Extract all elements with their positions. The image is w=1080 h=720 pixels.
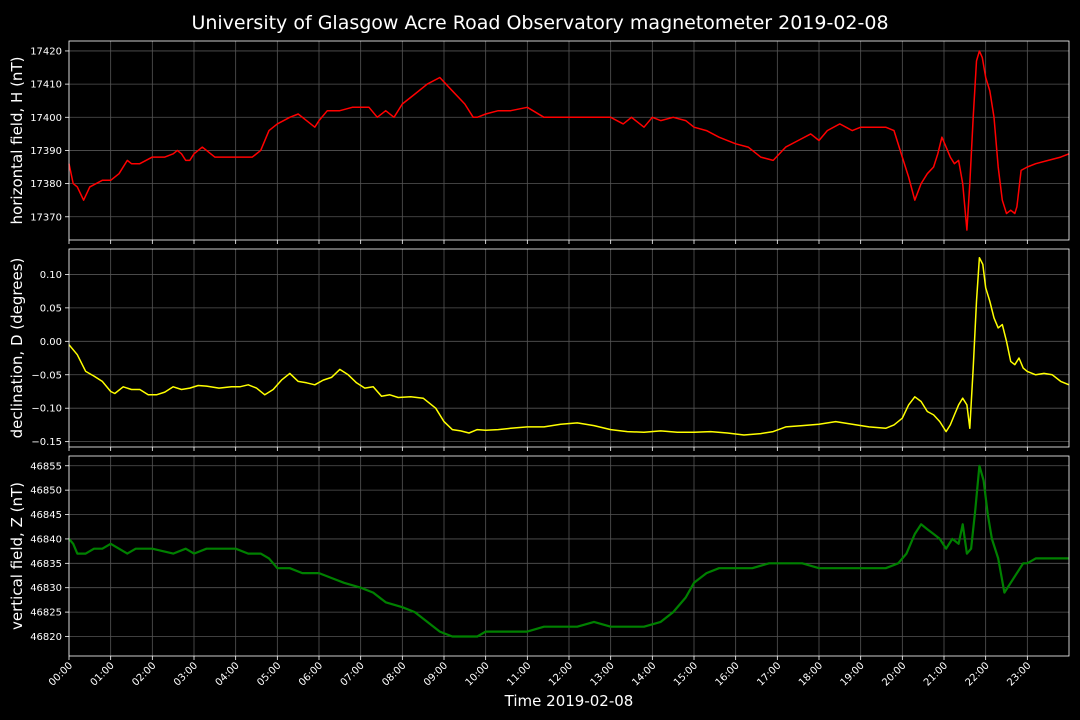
axes-frame <box>68 455 1070 657</box>
y-tick-label: 0.00 <box>40 337 62 348</box>
x-axis-label: Time 2019-02-08 <box>504 692 634 710</box>
y-tick-label: 0.05 <box>40 303 62 314</box>
y-axis-label-d: declination, D (degrees) <box>8 258 26 439</box>
panel-d: 0.10 0.05 0.00 −0.05 −0.10 −0.15 declination, … <box>8 248 1070 451</box>
y-axis-label-h: horizontal field, H (nT) <box>8 57 26 225</box>
y-tick-label: 46820 <box>30 632 62 643</box>
y-tick-label: −0.05 <box>31 370 62 381</box>
y-tick-label: 46855 <box>30 461 62 472</box>
y-tick-label: 46825 <box>30 608 62 619</box>
y-tick-label: 46840 <box>30 534 62 545</box>
y-tick-label: 17420 <box>30 46 62 57</box>
y-tick-label: −0.10 <box>31 404 62 415</box>
y-tick-label: 17390 <box>30 146 62 157</box>
y-axis-label-z: vertical field, Z (nT) <box>8 482 26 630</box>
y-tick-label: 46835 <box>30 559 62 570</box>
y-tick-label: 46830 <box>30 583 62 594</box>
y-tick-label: 17410 <box>30 80 62 91</box>
y-tick-label: 17400 <box>30 113 62 124</box>
axes-frame <box>68 40 1070 241</box>
y-tick-label: 17370 <box>30 212 62 223</box>
y-tick-label: 46850 <box>30 486 62 497</box>
axes-frame <box>68 248 1070 448</box>
y-tick-label: 17380 <box>30 179 62 190</box>
series-line-h <box>68 50 1070 231</box>
figure-title: University of Glasgow Acre Road Observat… <box>191 12 888 34</box>
series-line-d <box>68 256 1070 436</box>
panel-h: 17370 17380 17390 17400 17410 17420 horizontal… <box>8 40 1070 244</box>
y-tick-label: 46845 <box>30 510 62 521</box>
y-tick-label: −0.15 <box>31 437 62 448</box>
panel-z: 46855 46850 46845 46840 46835 46830 46825 46820… <box>8 455 1070 660</box>
y-tick-label: 0.10 <box>40 270 62 281</box>
series-line-z <box>68 464 1069 638</box>
